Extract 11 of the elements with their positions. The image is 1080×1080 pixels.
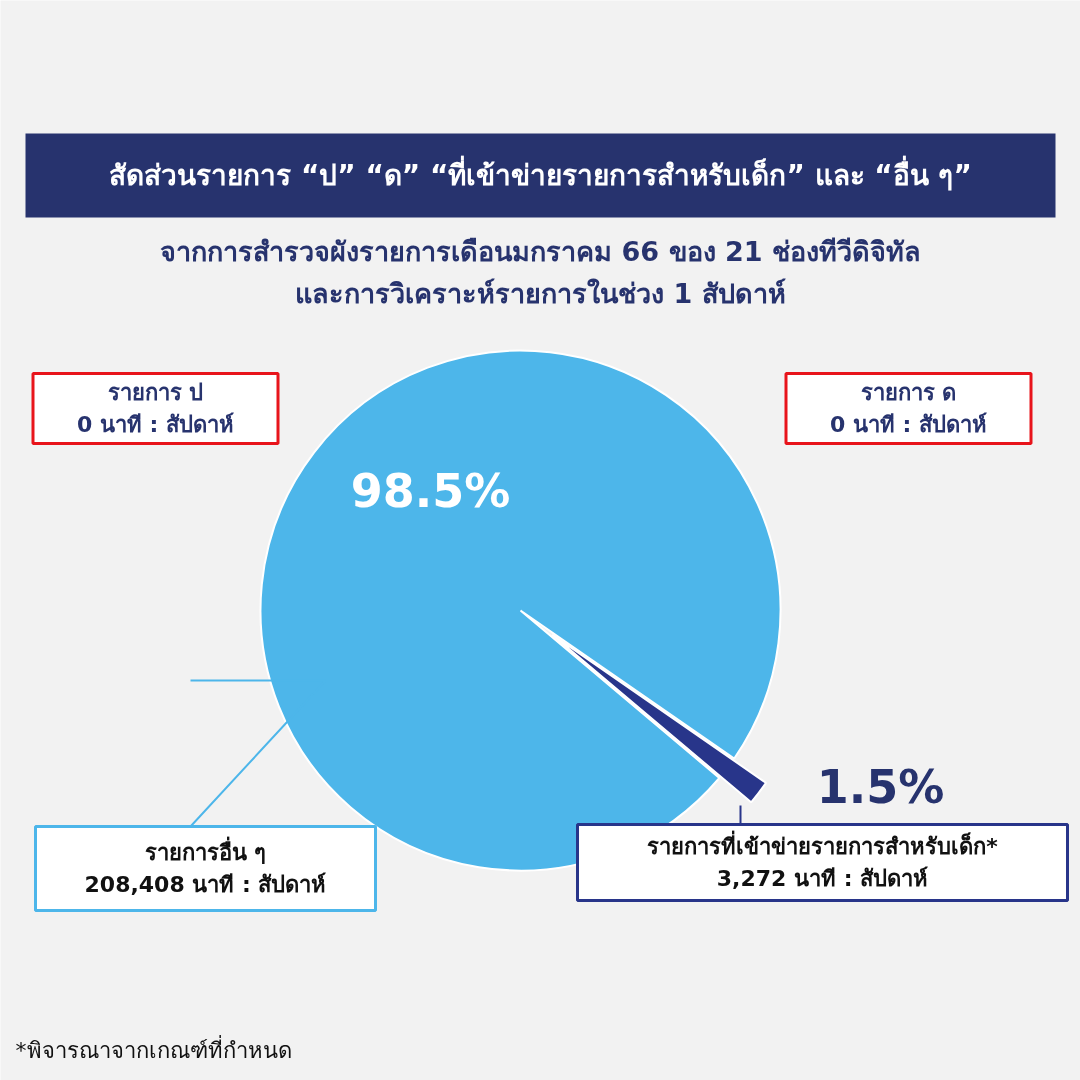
text: 208,408 นาที : สัปดาห์ [84,872,327,898]
slice-label: รายการอื่น ๆ [144,835,267,865]
text: รายการ ป 0 นาที : สัปดาห์ [76,379,235,438]
data-label: 98.5% [350,463,511,518]
chart-subtitle: จากการสำรวจผังรายการเดือนมกราคม 66 ของ 21 ช่องทีวีดิจิทัล และการวิเคราะห์รายการในช่วง 1 สัปดาห์ [160,236,921,309]
data-label: 1.5% [816,760,945,815]
chart-title: สัดส่วนรายการ “ป” “ด” “ที่เข้าข่ายรายการสำหรับเด็ก” และ “อื่น ๆ” [109,155,972,192]
text: รายการ ด 0 นาที : สัปดาห์ [829,379,988,438]
slice-label: รายการที่เข้าข่ายรายการสำหรับเด็ก* [647,829,999,859]
text: 3,272 นาที : สัปดาห์ [716,866,929,892]
text: *พิจารณาจากเกณฑ์ที่กำหนด [15,1035,292,1063]
